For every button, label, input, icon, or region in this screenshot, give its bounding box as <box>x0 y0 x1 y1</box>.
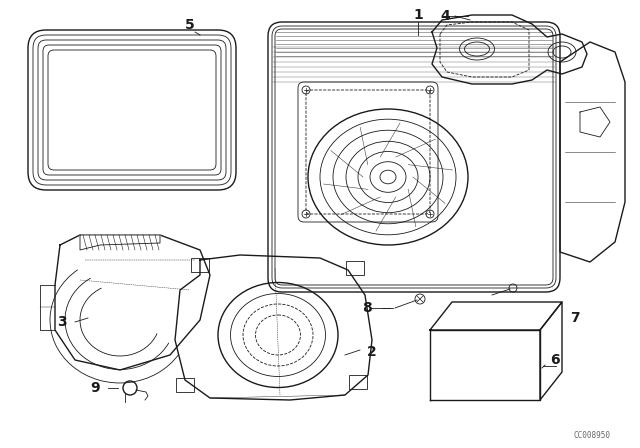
Text: 2: 2 <box>367 345 377 359</box>
Text: 8: 8 <box>362 301 372 315</box>
Bar <box>349 375 367 389</box>
Text: CC008950: CC008950 <box>573 431 610 440</box>
Text: 9: 9 <box>90 381 100 395</box>
Text: 4: 4 <box>440 9 450 23</box>
Bar <box>176 378 194 392</box>
Bar <box>191 258 209 272</box>
Text: 3: 3 <box>57 315 67 329</box>
Bar <box>346 261 364 275</box>
Text: 7: 7 <box>570 311 580 325</box>
Text: 1: 1 <box>413 8 423 22</box>
Polygon shape <box>80 235 160 250</box>
Text: 6: 6 <box>550 353 560 367</box>
Text: 5: 5 <box>185 18 195 32</box>
